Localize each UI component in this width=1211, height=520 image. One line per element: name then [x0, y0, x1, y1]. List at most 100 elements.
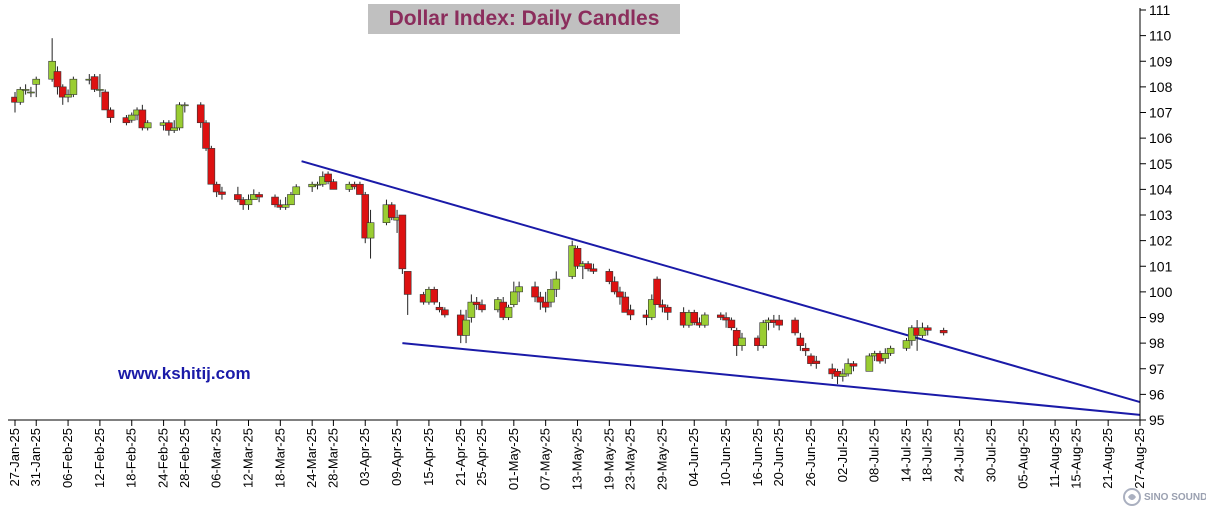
candle-body [58, 86, 67, 98]
candle-bullish [96, 74, 104, 98]
candle-bearish [727, 317, 736, 331]
candle-body [918, 327, 927, 336]
y-tick-label: 110 [1149, 28, 1172, 44]
candle-body [849, 363, 858, 367]
x-tick-label: 25-Apr-25 [474, 428, 489, 486]
candle-body [690, 312, 699, 323]
x-tick-label: 01-May-25 [506, 428, 521, 490]
candle-body [255, 194, 263, 198]
y-tick-label: 105 [1149, 156, 1173, 172]
candle-body [313, 183, 322, 186]
y-tick-label: 111 [1149, 2, 1170, 18]
candle-bearish [202, 120, 210, 151]
candle-bearish [658, 299, 667, 313]
candle-body [701, 314, 709, 326]
candle-bearish [531, 281, 539, 303]
x-tick-label: 15-Aug-25 [1068, 428, 1083, 489]
candle-bullish [127, 112, 136, 123]
x-tick-label: 21-Aug-25 [1100, 428, 1115, 489]
candle-body [547, 289, 555, 303]
candle-bearish [626, 304, 635, 321]
candle-bearish [663, 304, 672, 321]
candle-body [616, 291, 624, 298]
candle-body [839, 373, 847, 377]
y-tick-label: 108 [1149, 79, 1173, 95]
y-tick-label: 106 [1149, 130, 1173, 146]
candle-bearish [478, 299, 486, 313]
candle-body [175, 104, 184, 129]
candle-bearish [610, 276, 619, 295]
candle-body [589, 268, 598, 272]
candle-bullish [510, 281, 518, 308]
candle-body [170, 127, 178, 131]
y-tick-label: 98 [1149, 335, 1165, 351]
candle-body [515, 286, 523, 293]
x-tick-label: 07-May-25 [538, 428, 553, 490]
candle-body [531, 286, 539, 298]
candle-body [202, 122, 210, 149]
watermark-url: www.kshitij.com [118, 364, 251, 383]
x-tick-label: 15-Apr-25 [421, 428, 436, 486]
candle-bearish [361, 191, 370, 244]
candle-body [902, 340, 911, 349]
candle-body [32, 78, 41, 85]
candle-body [801, 347, 810, 352]
candle-bearish [387, 202, 396, 221]
candle-body [504, 306, 513, 318]
x-tick-label: 16-Jun-25 [750, 428, 765, 487]
candle-bearish [722, 312, 730, 328]
y-tick-label: 102 [1149, 233, 1173, 249]
candle-body [398, 214, 407, 270]
trendlines [301, 160, 1141, 416]
candle-bullish [844, 358, 852, 377]
x-tick-label: 08-Jul-25 [867, 428, 882, 482]
candle-body [21, 89, 30, 91]
logo-text: SINO SOUND [1144, 492, 1206, 503]
candle-bearish [324, 171, 332, 185]
candle-bearish [584, 261, 592, 272]
candle-bullish [292, 184, 301, 195]
candle-body [101, 91, 110, 111]
candle-body [626, 309, 635, 316]
candle-body [127, 114, 136, 121]
candle-body [478, 304, 486, 311]
candle-bearish [472, 297, 481, 310]
chart-title: Dollar Index: Daily Candles [388, 7, 660, 30]
x-tick-label: 26-Jun-25 [803, 428, 818, 487]
chart-title-box: Dollar Index: Daily Candles [368, 4, 680, 34]
candle-bearish [621, 291, 630, 313]
candle-bearish [106, 107, 115, 123]
candle-bullish [515, 281, 523, 303]
candle-body [165, 122, 173, 131]
candle-body [356, 183, 364, 195]
candle-bullish [467, 294, 476, 323]
candle-body [281, 204, 290, 208]
candle-bullish [366, 209, 375, 259]
candle-bearish [212, 181, 221, 198]
candle-bearish [775, 314, 783, 331]
candle-bearish [923, 325, 932, 336]
x-tick-label: 27-Aug-25 [1132, 428, 1147, 489]
candle-body [96, 89, 104, 91]
candle-bearish [430, 286, 439, 305]
x-tick-label: 18-Mar-25 [272, 428, 287, 488]
candle-bullish [69, 76, 78, 98]
y-tick-label: 109 [1149, 53, 1173, 69]
candle-bearish [271, 194, 279, 208]
x-tick-label: 28-Mar-25 [325, 428, 340, 488]
x-tick-label: 12-Feb-25 [92, 428, 107, 488]
candle-body [727, 319, 736, 329]
candle-bearish [716, 312, 725, 321]
candle-body [759, 322, 768, 346]
candle-body [865, 355, 874, 372]
candle-bearish [196, 102, 205, 128]
candle-body [234, 194, 242, 200]
candle-body [324, 173, 332, 182]
candle-bearish [53, 66, 62, 95]
x-tick-label: 28-Feb-25 [177, 428, 192, 488]
x-tick-label: 13-May-25 [570, 428, 585, 490]
y-tick-label: 96 [1149, 386, 1165, 402]
candle-bullish [738, 332, 746, 351]
x-tick-label: 21-Apr-25 [453, 428, 468, 486]
